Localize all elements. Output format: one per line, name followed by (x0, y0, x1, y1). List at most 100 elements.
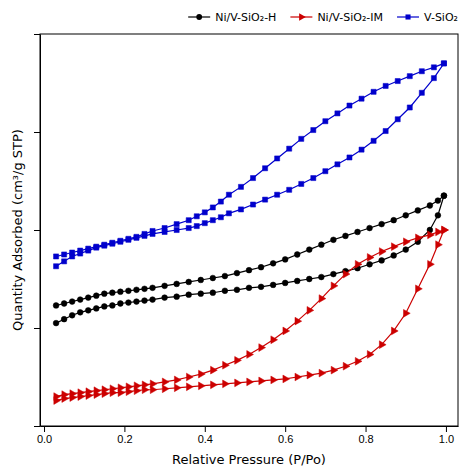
data-point (331, 237, 337, 243)
data-point (235, 379, 242, 387)
legend-item: Ni/V-SiO₂-IM (290, 11, 383, 24)
data-point (347, 103, 352, 108)
data-point (210, 205, 215, 210)
data-point (134, 234, 139, 239)
y-axis (34, 35, 41, 427)
data-point (311, 127, 316, 132)
data-point (223, 380, 230, 388)
data-point (299, 136, 304, 141)
data-point (202, 221, 207, 226)
data-point (101, 304, 107, 310)
data-point (234, 287, 240, 293)
data-point (371, 138, 376, 143)
data-point (109, 303, 115, 309)
data-point (126, 237, 131, 242)
data-point (247, 378, 254, 386)
x-tick-label: 0.2 (117, 433, 132, 445)
data-point (407, 74, 412, 79)
data-point (126, 288, 132, 294)
data-point (379, 258, 385, 264)
series (53, 193, 447, 309)
x-axis-line (41, 426, 459, 427)
x-tick-mark (44, 426, 45, 432)
data-point (162, 385, 169, 393)
data-point (319, 369, 326, 377)
data-point (435, 212, 441, 218)
y-tick-mark (34, 230, 40, 231)
data-point (54, 393, 61, 401)
data-point (102, 386, 109, 394)
data-point (250, 202, 255, 207)
data-point (174, 294, 180, 300)
series-line (56, 230, 444, 401)
data-point (210, 290, 216, 296)
plot-area: 0.00.20.40.60.81.0 (34, 34, 459, 445)
data-point (391, 217, 397, 223)
data-point (118, 239, 123, 244)
chart-container: 0.00.20.40.60.81.0Relative Pressure (P/P… (0, 0, 474, 474)
data-point (234, 270, 240, 276)
data-point (263, 197, 268, 202)
data-point (134, 382, 141, 390)
data-point (359, 96, 364, 101)
y-tick-mark (34, 328, 40, 329)
x-tick-mark (446, 426, 447, 432)
x-tick-mark (124, 426, 125, 432)
data-point (323, 169, 328, 174)
data-point (395, 117, 400, 122)
data-point (259, 344, 266, 352)
data-point (142, 231, 147, 236)
series-line (56, 196, 444, 306)
data-point (331, 271, 337, 277)
data-point (142, 298, 148, 304)
series-line (56, 63, 444, 266)
data-point (186, 225, 191, 230)
data-point (70, 250, 75, 255)
data-point (435, 198, 441, 204)
data-point (199, 382, 206, 390)
data-point (383, 83, 388, 88)
data-point (134, 235, 139, 240)
data-point (69, 312, 75, 318)
data-point (102, 243, 107, 248)
data-point (150, 380, 157, 388)
data-point (211, 366, 218, 374)
data-point (391, 243, 398, 251)
data-point (306, 276, 312, 282)
data-point (258, 264, 264, 270)
x-tick: 0.0 (37, 426, 52, 445)
data-point (441, 61, 446, 66)
x-tick-mark (285, 426, 286, 432)
data-point (283, 327, 290, 335)
data-point (174, 281, 180, 287)
data-point (162, 225, 167, 230)
data-point (403, 247, 409, 253)
data-point (78, 248, 83, 253)
data-point (299, 181, 304, 186)
data-point (246, 267, 252, 273)
series-line (56, 230, 444, 397)
data-point (416, 234, 423, 242)
data-point (126, 300, 132, 306)
data-point (110, 240, 115, 245)
data-point (335, 162, 340, 167)
data-point (287, 146, 292, 151)
data-point (367, 254, 374, 262)
data-point (94, 244, 99, 249)
y-tick (34, 328, 40, 329)
data-point (110, 241, 115, 246)
x-tick: 0.2 (117, 426, 132, 445)
x-axis-title: Relative Pressure (P/Po) (172, 452, 326, 467)
data-point (427, 203, 433, 209)
x-tick: 1.0 (439, 426, 454, 445)
data-point (109, 290, 115, 296)
data-point (86, 388, 93, 396)
x-tick: 0.4 (198, 426, 213, 445)
data-point (238, 207, 243, 212)
legend: Ni/V-SiO₂-HNi/V-SiO₂-IMV-SiO₂ (188, 11, 458, 24)
series-line (56, 63, 444, 256)
data-point (223, 361, 230, 369)
marks (53, 61, 448, 405)
data-point (407, 105, 412, 110)
data-point (271, 336, 278, 344)
